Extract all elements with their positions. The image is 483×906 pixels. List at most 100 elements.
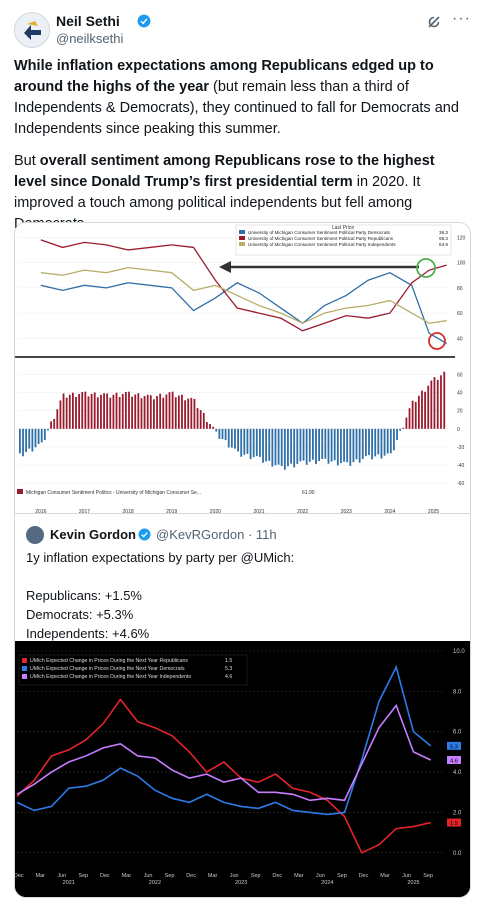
sentiment-chart-image[interactable]: 40 60 80 100 120 -60 -40 -20 0 20 40 60 2016 2017 2018… (14, 222, 471, 516)
bar (184, 400, 186, 429)
bar (146, 394, 149, 429)
bar (268, 428, 271, 461)
bar (215, 428, 218, 432)
avatar-logo-icon (24, 21, 41, 40)
x-tick-label: Sep (165, 873, 175, 879)
y-tick-label: 2.0 (453, 810, 462, 816)
bar (212, 426, 215, 429)
bar (305, 428, 308, 465)
para2-bold: overall sentiment among Republicans rose… (14, 153, 435, 190)
legend-swatch (22, 666, 27, 671)
y-tick-label: 60 (457, 311, 463, 317)
bar (417, 395, 420, 429)
more-icon[interactable]: ··· (452, 10, 471, 27)
bar (440, 375, 442, 429)
bar (265, 428, 268, 462)
bar (190, 397, 193, 429)
inflation-expectations-chart[interactable]: 1.5 5.3 4.6 UMich Expected Change in Price… (15, 641, 470, 897)
bar (227, 428, 230, 448)
year-tick-label: 2021 (63, 880, 75, 886)
bar (421, 390, 423, 429)
quote-handle-text: @KevRGordon (156, 527, 245, 542)
x-tick-label: Sep (337, 873, 347, 879)
bar (193, 398, 196, 429)
x-tick-label: Mar (380, 873, 390, 879)
x-tick-label: 2016 (35, 509, 46, 515)
bar (315, 428, 317, 465)
bar (349, 428, 352, 466)
bar (25, 428, 28, 452)
bar (246, 428, 249, 454)
bar (405, 417, 408, 429)
series-end-tag (447, 741, 461, 750)
bar (296, 428, 299, 464)
bar (53, 418, 56, 429)
bar (162, 397, 165, 429)
quote-line-intro: 1y inflation expectations by party per @… (26, 550, 295, 565)
bar (128, 391, 130, 429)
quote-avatar[interactable] (26, 526, 44, 544)
bar (436, 379, 439, 429)
series-end-value: 1.5 (450, 821, 458, 827)
bar (330, 428, 333, 462)
grok-icon[interactable] (426, 14, 442, 33)
bar (71, 392, 74, 429)
x-tick-label: Dec (15, 873, 24, 879)
legend-value: 4.6 (225, 674, 232, 680)
bar (31, 428, 34, 452)
series-line (16, 698, 431, 854)
author-handle[interactable]: @neilksethi (56, 31, 124, 46)
bar (308, 428, 311, 462)
bar (358, 428, 361, 463)
bar (224, 428, 227, 441)
legend-value: 1.5 (225, 658, 232, 664)
bar (165, 394, 168, 429)
x-tick-label: 2020 (210, 509, 221, 515)
x-tick-label: 2022 (297, 509, 308, 515)
bar (371, 428, 374, 460)
y-tick-label: 60 (457, 372, 463, 378)
bar (121, 393, 124, 429)
bar (408, 408, 411, 429)
bar (424, 391, 426, 429)
bar (383, 428, 386, 456)
avatar[interactable] (14, 12, 50, 48)
bar (56, 409, 59, 429)
bar (262, 428, 264, 463)
x-tick-label: Sep (251, 873, 261, 879)
bar (34, 428, 37, 448)
series-line (16, 703, 432, 802)
y-tick-label: 8.0 (453, 689, 462, 695)
bar (206, 422, 208, 429)
y-tick-label: -60 (457, 481, 464, 487)
legend-value: 36.3 (439, 230, 448, 235)
bar (243, 428, 246, 455)
x-tick-label: Jun (316, 873, 325, 879)
bar (221, 428, 224, 440)
legend-swatch (239, 242, 245, 246)
bar (149, 395, 152, 429)
bar (131, 396, 134, 429)
bar (96, 397, 99, 429)
bar (355, 428, 358, 460)
legend-label: University of Michigan Consumer Sentimen… (248, 230, 391, 235)
bar (65, 397, 68, 429)
quote-line-republicans: Republicans: +1.5% (26, 588, 142, 603)
verified-badge-icon (138, 528, 151, 541)
x-tick-label: 2018 (123, 509, 134, 515)
bar (196, 408, 199, 429)
bar (75, 396, 77, 429)
quoted-post[interactable]: Kevin Gordon @KevRGordon · 11h 1y inflat… (14, 513, 471, 898)
x-tick-label: 2019 (166, 509, 177, 515)
annotation-circle-red (428, 332, 446, 350)
bar (50, 421, 52, 429)
bar (293, 428, 296, 468)
quote-author-handle[interactable]: @KevRGordon · 11h (156, 527, 277, 542)
sentiment-chart-svg: 40 60 80 100 120 -60 -40 -20 0 20 40 60 2016 2017 2018… (15, 223, 470, 515)
quote-author-name[interactable]: Kevin Gordon (50, 527, 136, 542)
author-name[interactable]: Neil Sethi (56, 13, 120, 29)
bar (115, 392, 118, 429)
quote-text: 1y inflation expectations by party per @… (26, 548, 456, 643)
bar (318, 428, 321, 462)
y-tick-label: 40 (457, 336, 463, 342)
